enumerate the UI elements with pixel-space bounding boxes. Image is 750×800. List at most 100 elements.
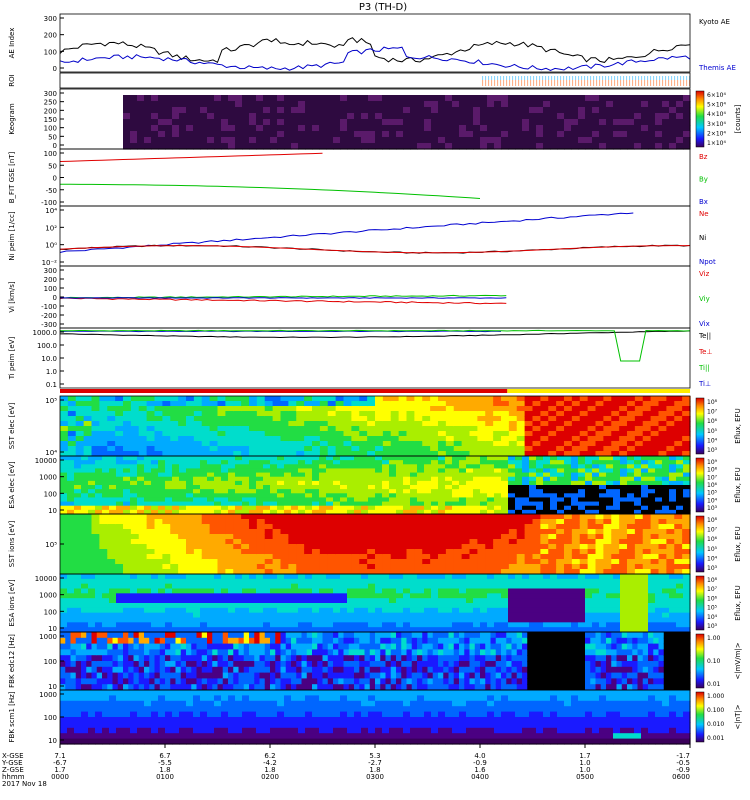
keogram-cell	[473, 95, 481, 102]
esa_i-cell	[417, 627, 425, 633]
esa_i-cell	[207, 612, 215, 619]
esa_i-cell	[256, 607, 264, 614]
sst_i-cell	[516, 514, 526, 520]
esa_e-cell	[613, 497, 621, 503]
sst_i-cell	[359, 569, 368, 575]
keogram-cell	[662, 101, 670, 108]
esa_e-cell	[130, 501, 138, 507]
esa_e-cell	[515, 497, 523, 503]
esa_e-cell	[235, 485, 243, 490]
keogram-cell	[557, 119, 565, 126]
esa_i-cell	[158, 588, 166, 594]
keogram-cell	[291, 95, 299, 102]
sst_i-cell	[91, 519, 100, 525]
esa_i-cell	[459, 627, 467, 633]
keogram-cell	[599, 137, 607, 144]
esa_e-cell	[410, 472, 418, 478]
sst_i-cell	[178, 534, 187, 540]
sst_e-cell	[564, 436, 573, 442]
esa_e-cell	[102, 509, 110, 515]
esa_e-cell	[473, 509, 481, 515]
keogram-cell	[284, 113, 292, 120]
sst_e-cell	[556, 406, 565, 412]
esa_e-cell	[249, 476, 257, 482]
sst_i-cell	[280, 564, 289, 570]
esa_i-cell	[67, 603, 75, 609]
keogram-cell	[88, 143, 96, 150]
esa_e-cell	[179, 464, 187, 470]
esa_e-cell	[494, 497, 502, 503]
sst_e-cell	[571, 421, 581, 427]
esa_i-cell	[578, 598, 586, 604]
sst_i-cell	[217, 519, 226, 525]
sst_i-cell	[398, 529, 408, 535]
sst_e-cell	[288, 411, 297, 417]
esa_e-cell	[256, 509, 264, 515]
esa_e-cell	[494, 460, 502, 465]
esa_e-cell	[74, 460, 82, 465]
esa_e-cell	[578, 460, 586, 465]
sst_i-cell	[162, 554, 171, 560]
sst_e-cell	[186, 431, 195, 437]
sst_i-cell	[414, 549, 423, 555]
sst_e-cell	[264, 451, 274, 457]
esa_e-cell	[312, 489, 320, 494]
esa_e-cell	[648, 472, 656, 478]
sst_e-cell	[335, 446, 345, 452]
esa_e-cell	[599, 468, 607, 474]
keogram-cell	[529, 107, 537, 114]
esa_i-cell	[333, 622, 341, 628]
keogram-cell	[487, 101, 495, 108]
sst_e-cell	[524, 411, 534, 417]
esa_e-cell	[291, 456, 299, 461]
sst_i-cell	[414, 519, 423, 525]
esa_e-cell	[60, 509, 68, 515]
esa_e-cell	[655, 480, 663, 486]
sst_i-cell	[493, 519, 502, 525]
sst_i-cell	[60, 554, 69, 560]
esa_e-cell	[270, 480, 278, 486]
esa_e-cell	[361, 476, 369, 482]
keogram-cell	[67, 113, 75, 120]
esa_i-cell	[557, 598, 565, 604]
sst_e-cell	[406, 421, 415, 427]
keogram-cell	[459, 107, 467, 114]
sst_i-cell	[674, 514, 683, 520]
sst_e-cell	[327, 431, 337, 437]
esa_i-cell	[466, 607, 474, 614]
keogram-cell	[214, 107, 222, 114]
sst_i-cell	[540, 549, 549, 555]
sst_e-cell	[438, 396, 447, 402]
esa_i-cell	[235, 598, 243, 604]
sst_i-cell	[123, 534, 132, 540]
sst_e-cell	[501, 421, 510, 427]
sst_i-cell	[508, 539, 518, 545]
keogram-cell	[648, 107, 656, 114]
keogram-cell	[494, 137, 502, 144]
esa_i-cell	[585, 617, 593, 623]
keogram-cell	[333, 101, 341, 108]
esa_e-cell	[641, 460, 649, 465]
esa_e-cell	[333, 493, 341, 499]
esa_e-cell	[249, 468, 257, 474]
esa_i-cell	[235, 622, 243, 628]
esa_i-cell	[95, 617, 103, 623]
esa_i-cell	[564, 603, 572, 609]
keogram-cell	[634, 143, 642, 150]
sst_i-cell	[75, 544, 85, 550]
sst_i-cell	[312, 519, 321, 525]
esa_e-cell	[116, 464, 124, 470]
esa_i-cell	[214, 603, 222, 609]
keogram-cell	[116, 107, 124, 114]
esa_i-cell	[445, 617, 453, 623]
esa_i-cell	[473, 612, 481, 619]
sst_i-cell	[508, 569, 518, 575]
esa_e-cell	[641, 501, 649, 507]
esa_e-cell	[305, 476, 313, 482]
esa_e-cell	[298, 464, 306, 470]
esa_e-cell	[123, 460, 131, 465]
esa_i-cell	[396, 627, 404, 633]
sst_e-cell	[595, 426, 604, 432]
sst_i-cell	[445, 564, 455, 570]
esa_e-cell	[676, 489, 684, 494]
